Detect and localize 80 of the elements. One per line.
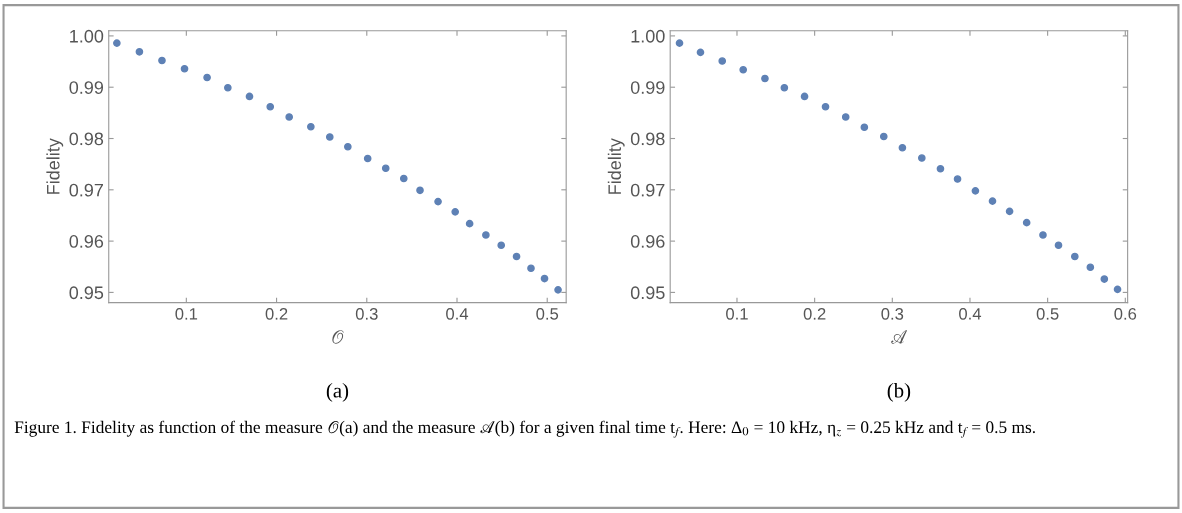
point: [879, 132, 888, 141]
point: [307, 122, 315, 131]
y-tick-label: 0.98: [630, 132, 665, 146]
text: Figure 1. Fidelity as function of the measure 𝒪(a) and the measure 𝒜(b) for a given final time t$_{f}$. Here: Δ$_{0}$ = 10 kHz, η$_{z}$ = 0.25 kHz and t$_{f}$ = 0.5 ms.: [14, 420, 1035, 438]
point: [451, 208, 460, 216]
point: [325, 133, 334, 141]
y-tick-label: 0.97: [630, 183, 665, 197]
point: [696, 48, 705, 57]
x-tick-label: 0.3: [355, 307, 378, 320]
point: [780, 83, 789, 92]
point: [1086, 263, 1095, 272]
point: [1100, 275, 1109, 283]
y-tick-label: 0.97: [69, 183, 103, 197]
point: [739, 65, 748, 74]
text: (b): [887, 382, 911, 402]
point: [675, 39, 684, 47]
point: [860, 123, 869, 132]
point: [800, 92, 809, 101]
x-tick-label: 0.5: [536, 307, 559, 320]
x-tick-label: 0.2: [265, 307, 288, 320]
point: [381, 164, 390, 173]
point: [285, 113, 294, 121]
point: [434, 197, 442, 206]
y-tick-label: 0.95: [630, 286, 665, 300]
point: [1113, 285, 1122, 294]
point: [344, 142, 352, 151]
point: [245, 92, 254, 101]
point: [113, 39, 121, 47]
point: [527, 264, 535, 273]
point: [363, 154, 372, 163]
point: [135, 47, 144, 56]
point: [224, 83, 232, 92]
y-tick-label: 0.96: [630, 235, 665, 248]
point: [898, 143, 907, 152]
point: [554, 286, 562, 294]
y-tick-label: 0.96: [69, 235, 104, 248]
point: [399, 174, 408, 183]
x-tick-label: 0.5: [1036, 307, 1059, 320]
point: [918, 154, 926, 162]
x-axis-title: 𝒪: [332, 330, 344, 344]
point: [465, 219, 474, 228]
point: [180, 64, 189, 73]
text: (a): [326, 382, 349, 402]
x-axis-title: 𝒜: [891, 330, 908, 344]
x-tick-label: 0.6: [1114, 307, 1137, 320]
point: [1005, 207, 1014, 216]
point: [482, 231, 490, 239]
y-tick-label: 1.00: [631, 29, 665, 43]
point: [158, 56, 166, 65]
x-tick-label: 0.4: [959, 307, 982, 320]
x-tick-label: 0.1: [175, 307, 198, 320]
x-tick-label: 0.3: [881, 307, 904, 320]
y-axis-title: Fidelity: [607, 138, 625, 194]
y-tick-label: 0.98: [69, 132, 104, 146]
point: [971, 187, 980, 195]
point: [512, 252, 521, 261]
x-tick-label: 0.2: [803, 307, 826, 320]
y-tick-label: 1.00: [70, 29, 104, 43]
point: [266, 102, 275, 111]
point: [988, 197, 997, 205]
y-axis-title: Fidelity: [46, 138, 64, 194]
point: [1022, 218, 1031, 227]
point: [841, 113, 850, 121]
point: [1054, 241, 1063, 250]
point: [761, 74, 769, 83]
point: [203, 73, 211, 82]
point: [936, 164, 945, 173]
y-tick-label: 0.99: [630, 81, 665, 94]
point: [953, 175, 962, 183]
point: [821, 102, 830, 111]
point: [1039, 231, 1047, 239]
point: [497, 241, 506, 250]
y-tick-label: 0.95: [69, 286, 104, 300]
point: [416, 186, 424, 195]
x-tick-label: 0.4: [446, 307, 469, 320]
point: [718, 57, 727, 65]
point: [540, 274, 549, 283]
x-tick-label: 0.1: [726, 307, 748, 320]
point: [1070, 252, 1079, 261]
y-tick-label: 0.99: [69, 81, 104, 94]
